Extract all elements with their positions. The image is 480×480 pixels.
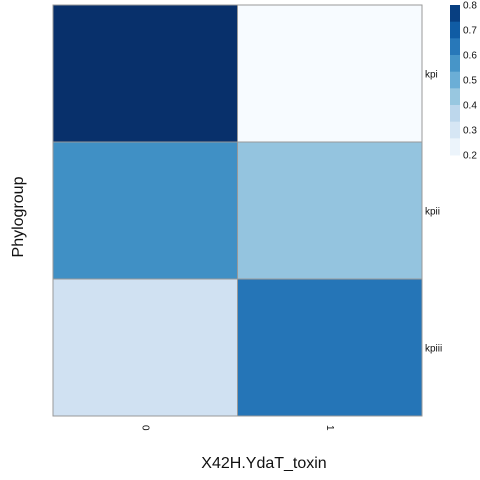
colorbar-tick-label: 0.5: [463, 76, 477, 87]
heatmap-cell-kpiii-1: [237, 278, 423, 417]
heatmap-cell-kpii-1: [237, 141, 423, 280]
colorbar-step: [450, 38, 460, 56]
row-label-kpiii: kpiii: [425, 344, 442, 355]
colorbar-labels: 0.2 0.3 0.4 0.5 0.6 0.7 0.8: [463, 1, 477, 162]
y-axis-title: Phylogroup: [10, 176, 27, 257]
colorbar-tick-label: 0.7: [463, 26, 477, 37]
row-label-kpi: kpi: [425, 70, 438, 81]
row-label-kpii: kpii: [425, 207, 440, 218]
plot-frame: [52, 4, 423, 417]
colorbar-tick-label: 0.2: [463, 151, 477, 162]
colorbar-step: [450, 55, 460, 73]
colorbar-step: [450, 88, 460, 106]
colorbar-step: [450, 105, 460, 123]
column-label-0: 0: [139, 425, 150, 431]
x-axis-title: X42H.YdaT_toxin: [201, 455, 326, 472]
colorbar-step: [450, 138, 460, 156]
colorbar-step: [450, 121, 460, 139]
colorbar-step: [450, 21, 460, 39]
colorbar-tick-label: 0.6: [463, 51, 477, 62]
colorbar-tick-label: 0.8: [463, 1, 477, 12]
heatmap-cell-kpi-1: [237, 4, 423, 143]
heatmap-cell-kpi-0: [52, 4, 238, 143]
colorbar: [450, 5, 460, 156]
colorbar-step: [450, 5, 460, 23]
heatmap-cells: [52, 4, 423, 417]
colorbar-step: [450, 71, 460, 89]
heatmap-cell-kpii-0: [52, 141, 238, 280]
heatmap-cell-kpiii-0: [52, 278, 238, 417]
row-labels: kpi kpii kpiii: [425, 70, 442, 355]
column-label-1: 1: [324, 425, 335, 431]
colorbar-tick-label: 0.4: [463, 101, 477, 112]
colorbar-tick-label: 0.3: [463, 126, 477, 137]
